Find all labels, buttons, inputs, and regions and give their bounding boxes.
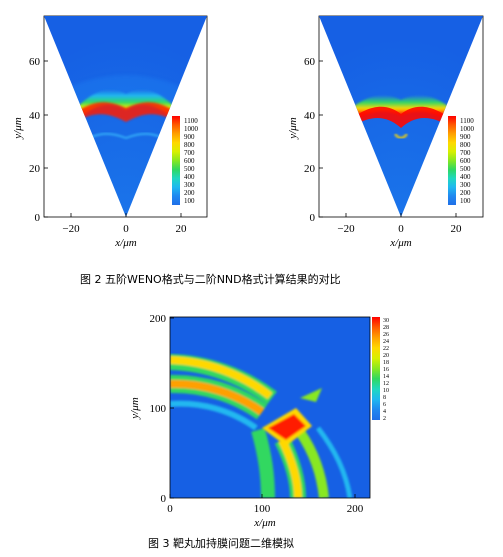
x-tick-label: 0: [167, 503, 173, 515]
fig3-panel: 0 100 200 x/μm 0 100 200 y/μm 30 28 26 2…: [129, 313, 389, 529]
y-axis-label: y/μm: [129, 397, 141, 419]
legend-label: 600: [184, 157, 195, 165]
legend-label: 1000: [184, 125, 199, 133]
x-axis-label: x/μm: [389, 237, 411, 249]
legend-label: 200: [460, 189, 471, 197]
legend-label: 2: [383, 416, 386, 422]
legend-label: 12: [383, 381, 389, 387]
contour-field: [44, 16, 207, 217]
figure2-caption: 图 2 五阶WENO格式与二阶NND格式计算结果的对比: [80, 273, 341, 286]
y-tick-label: 20: [304, 163, 316, 175]
x-tick-label: 0: [398, 223, 404, 235]
x-axis-label: x/μm: [114, 237, 136, 249]
contour-field: [170, 317, 370, 498]
y-axis: 0 100 200 y/μm: [129, 313, 174, 505]
legend-label: 14: [383, 374, 389, 380]
legend-label: 1100: [460, 117, 474, 125]
legend-label: 6: [383, 402, 386, 408]
color-legend: 1100 1000 900 800 700 600 500 400 300 20…: [172, 116, 199, 205]
y-axis: 0 20 40 60 y/μm: [12, 56, 48, 224]
legend-colorbar: [372, 317, 380, 420]
y-tick-label: 60: [29, 56, 41, 68]
legend-label: 10: [383, 388, 389, 394]
figure3-caption: 图 3 靶丸加持膜问题二维模拟: [148, 537, 294, 550]
y-tick-label: 40: [304, 110, 316, 122]
y-axis-label: y/μm: [287, 117, 299, 139]
legend-label: 200: [184, 189, 195, 197]
y-tick-label: 0: [310, 212, 316, 224]
legend-label: 300: [184, 181, 195, 189]
legend-colorbar: [172, 116, 180, 205]
x-axis: −20 0 20 x/μm: [62, 213, 187, 249]
legend-label: 1100: [184, 117, 198, 125]
legend-label: 30: [383, 318, 389, 324]
legend-label: 100: [184, 197, 195, 205]
y-axis: 0 20 40 60 y/μm: [287, 56, 323, 224]
x-axis: −20 0 20 x/μm: [337, 213, 462, 249]
x-tick-label: 100: [254, 503, 271, 515]
x-tick-label: 20: [176, 223, 188, 235]
legend-label: 700: [184, 149, 195, 157]
y-tick-label: 40: [29, 110, 41, 122]
legend-label: 300: [460, 181, 471, 189]
legend-label: 900: [184, 133, 195, 141]
legend-label: 22: [383, 346, 389, 352]
y-tick-label: 0: [161, 493, 167, 505]
legend-label: 28: [383, 325, 389, 331]
x-tick-label: −20: [337, 223, 355, 235]
legend-label: 500: [184, 165, 195, 173]
legend-label: 24: [383, 339, 389, 345]
y-tick-label: 200: [150, 313, 167, 325]
legend-label: 900: [460, 133, 471, 141]
legend-label: 600: [460, 157, 471, 165]
y-tick-label: 20: [29, 163, 41, 175]
legend-label: 400: [184, 173, 195, 181]
legend-label: 26: [383, 332, 389, 338]
legend-label: 20: [383, 353, 389, 359]
legend-label: 800: [460, 141, 471, 149]
x-tick-label: 200: [347, 503, 364, 515]
x-tick-label: 20: [451, 223, 463, 235]
legend-label: 500: [460, 165, 471, 173]
x-tick-label: 0: [123, 223, 129, 235]
plot-frame: [169, 316, 371, 499]
legend-label: 1000: [460, 125, 475, 133]
y-tick-label: 100: [150, 403, 167, 415]
legend-label: 8: [383, 395, 386, 401]
legend-label: 400: [460, 173, 471, 181]
legend-label: 16: [383, 367, 389, 373]
fig2-panel-weno: −20 0 20 x/μm 0 20 40 60 y/μm 1100 1000 …: [12, 15, 208, 249]
y-axis-label: y/μm: [12, 117, 24, 139]
legend-colorbar: [448, 116, 456, 205]
y-tick-label: 0: [35, 212, 41, 224]
legend-label: 700: [460, 149, 471, 157]
legend-label: 4: [383, 409, 386, 415]
color-legend: 1100 1000 900 800 700 600 500 400 300 20…: [448, 116, 475, 205]
legend-label: 800: [184, 141, 195, 149]
contour-field: [319, 16, 483, 217]
legend-label: 18: [383, 360, 389, 366]
y-tick-label: 60: [304, 56, 316, 68]
x-axis: 0 100 200 x/μm: [167, 494, 364, 529]
x-tick-label: −20: [62, 223, 80, 235]
fig2-panel-nnd: −20 0 20 x/μm 0 20 40 60 y/μm 1100 1000 …: [287, 15, 484, 249]
x-axis-label: x/μm: [253, 517, 275, 529]
color-legend: 30 28 26 24 22 20 18 16 14 12 10 8 6 4 2: [372, 317, 389, 422]
legend-label: 100: [460, 197, 471, 205]
